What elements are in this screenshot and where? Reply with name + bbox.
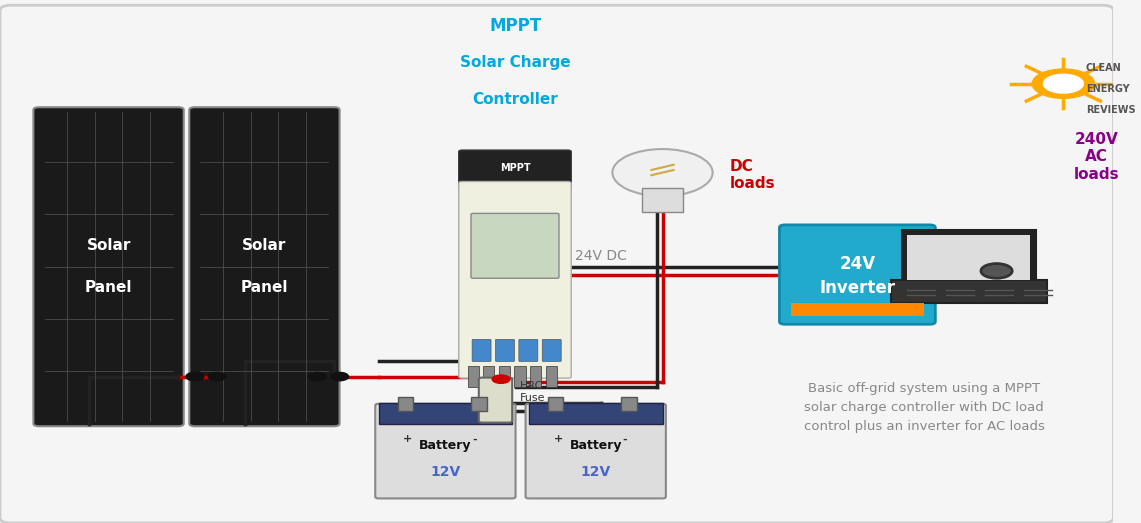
Text: Solar Charge: Solar Charge — [460, 55, 570, 70]
Bar — [791, 303, 924, 316]
Text: REVIEWS: REVIEWS — [1085, 105, 1135, 115]
Text: MPPT: MPPT — [489, 17, 542, 35]
FancyBboxPatch shape — [519, 339, 537, 361]
Circle shape — [1033, 69, 1094, 98]
FancyBboxPatch shape — [471, 213, 559, 278]
Bar — [901, 230, 1036, 282]
Bar — [379, 403, 512, 424]
Text: 12V: 12V — [430, 465, 461, 479]
Bar — [545, 366, 557, 387]
Text: Basic off-grid system using a MPPT
solar charge controller with DC load
control : Basic off-grid system using a MPPT solar… — [803, 382, 1045, 434]
Bar — [907, 235, 1030, 280]
Circle shape — [1043, 74, 1084, 93]
FancyBboxPatch shape — [526, 404, 666, 498]
Bar — [515, 366, 526, 387]
Bar — [471, 397, 486, 411]
Circle shape — [981, 264, 1012, 278]
FancyBboxPatch shape — [459, 181, 572, 378]
FancyBboxPatch shape — [542, 339, 561, 361]
Circle shape — [308, 372, 326, 381]
Bar — [499, 366, 510, 387]
Text: Battery: Battery — [569, 439, 622, 452]
FancyBboxPatch shape — [459, 150, 572, 190]
Text: DC
loads: DC loads — [729, 159, 775, 191]
Bar — [891, 280, 1046, 303]
Text: ENERGY: ENERGY — [1085, 84, 1130, 94]
Text: Solar: Solar — [87, 238, 131, 253]
Circle shape — [492, 375, 510, 383]
Bar — [397, 397, 413, 411]
Circle shape — [186, 372, 204, 381]
Text: HRC
Fuse: HRC Fuse — [520, 381, 545, 403]
Text: Controller: Controller — [472, 92, 558, 107]
Text: 24V: 24V — [840, 255, 875, 273]
FancyBboxPatch shape — [472, 339, 491, 361]
Text: Panel: Panel — [84, 280, 132, 295]
FancyBboxPatch shape — [375, 404, 516, 498]
Text: Battery: Battery — [419, 439, 471, 452]
FancyBboxPatch shape — [33, 107, 184, 426]
Circle shape — [613, 149, 713, 196]
Text: 24V DC: 24V DC — [575, 249, 628, 263]
Circle shape — [331, 372, 348, 381]
Text: Solar: Solar — [242, 238, 286, 253]
Bar — [529, 403, 663, 424]
Bar — [468, 366, 479, 387]
Bar — [531, 366, 541, 387]
Text: +: + — [404, 434, 413, 445]
Text: Inverter: Inverter — [819, 279, 896, 297]
FancyBboxPatch shape — [479, 378, 512, 423]
Text: MPPT: MPPT — [500, 163, 531, 174]
Text: 12V: 12V — [581, 465, 610, 479]
Circle shape — [208, 372, 226, 381]
Bar — [622, 397, 637, 411]
Text: Panel: Panel — [241, 280, 289, 295]
Bar — [642, 188, 682, 212]
Text: 240V
AC
loads: 240V AC loads — [1074, 132, 1119, 182]
Text: +: + — [553, 434, 563, 445]
FancyBboxPatch shape — [779, 225, 936, 324]
FancyBboxPatch shape — [0, 5, 1114, 523]
Bar — [484, 366, 494, 387]
Bar — [548, 397, 564, 411]
Text: -: - — [472, 434, 477, 445]
Text: -: - — [623, 434, 628, 445]
FancyBboxPatch shape — [189, 107, 340, 426]
FancyBboxPatch shape — [495, 339, 515, 361]
Text: CLEAN: CLEAN — [1085, 63, 1122, 73]
